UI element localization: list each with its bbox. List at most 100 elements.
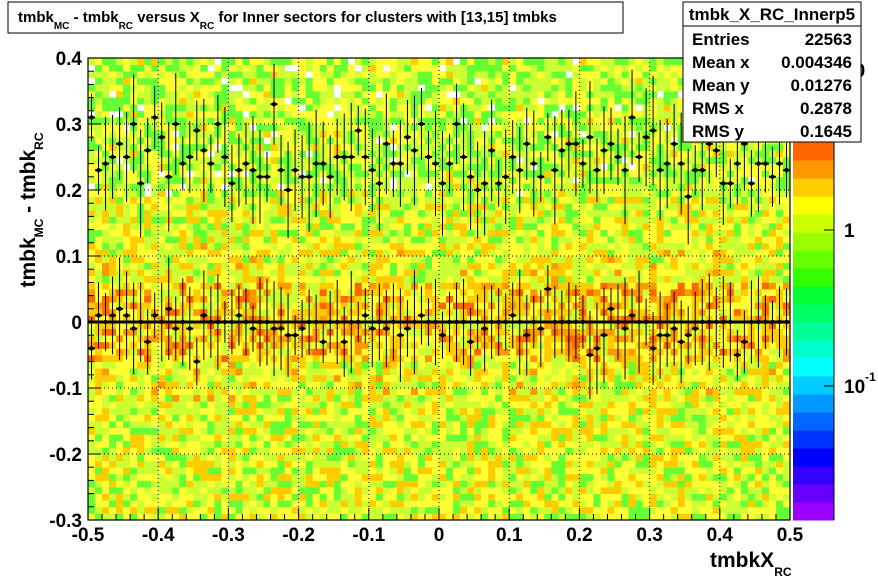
heat-cell (270, 493, 278, 501)
heat-cell (130, 454, 138, 461)
heat-cell (551, 355, 559, 362)
heat-cell (305, 388, 314, 395)
heat-cell (298, 394, 307, 402)
heat-cell (109, 361, 117, 369)
heat-cell (537, 262, 545, 270)
heat-cell (249, 506, 257, 514)
heat-cell (242, 229, 250, 237)
heat-cell (656, 513, 665, 520)
heat-cell (410, 506, 419, 514)
heat-cell (172, 374, 180, 382)
heat-cell (705, 421, 714, 428)
heat-cell (551, 242, 559, 250)
heat-cell (488, 467, 496, 475)
heat-cell (446, 361, 454, 369)
heat-cell (410, 473, 419, 481)
heat-cell (354, 203, 363, 211)
heat-cell (186, 216, 194, 224)
heat-cell (312, 216, 321, 224)
heat-cell (600, 229, 608, 237)
heat-cell (333, 500, 342, 508)
heat-cell (88, 249, 96, 257)
heat-cell (600, 262, 608, 270)
heat-cell (691, 236, 700, 244)
heat-cell (628, 203, 636, 211)
heat-cell (593, 401, 601, 409)
heat-cell (698, 480, 707, 488)
heat-cell (558, 388, 566, 395)
heat-cell (481, 394, 489, 402)
heat-cell (775, 506, 784, 514)
heat-cell (207, 434, 215, 442)
heat-cell (628, 229, 636, 237)
heat-cell (530, 421, 538, 428)
heat-cell (726, 229, 735, 237)
heat-cell (642, 487, 650, 494)
heat-cell (403, 242, 412, 250)
heat-cell (284, 467, 292, 475)
heat-cell (291, 493, 299, 501)
heat-cell (775, 401, 784, 409)
heat-cell (284, 289, 292, 296)
heat-cell (460, 447, 468, 455)
heat-cell (263, 249, 271, 257)
heat-cell (593, 289, 601, 296)
heat-cell (719, 473, 728, 481)
heat-cell (726, 223, 735, 230)
heat-cell (621, 513, 629, 520)
heat-cell (95, 388, 103, 395)
heat-cell (621, 447, 629, 455)
heat-cell (172, 249, 180, 257)
heat-cell (488, 388, 496, 395)
heat-cell (249, 275, 257, 283)
heat-cell (424, 282, 433, 290)
heat-cell (642, 361, 650, 369)
heat-cell (144, 295, 152, 303)
heat-cell (277, 216, 285, 224)
heat-cell (88, 242, 96, 250)
heat-cell (340, 374, 349, 382)
heat-cell (347, 493, 356, 501)
heat-cell (663, 381, 672, 389)
heat-cell (102, 262, 110, 270)
heat-cell (663, 249, 672, 257)
heat-cell (214, 440, 222, 448)
heat-cell (747, 242, 756, 250)
heat-cell (607, 216, 615, 224)
heat-cell (467, 236, 475, 244)
heat-cell (649, 421, 658, 428)
heat-cell (221, 473, 229, 481)
heat-cell (537, 487, 545, 494)
heat-cell (242, 269, 250, 277)
heat-cell (747, 440, 756, 448)
heat-cell (319, 256, 328, 263)
heat-cell (754, 236, 763, 244)
heat-cell (586, 256, 594, 263)
heat-cell (340, 414, 349, 422)
heat-cell (431, 427, 440, 435)
heat-cell (95, 493, 103, 501)
heat-cell (747, 480, 756, 488)
heat-cell (467, 487, 475, 494)
heat-cell (284, 414, 292, 422)
heat-cell (446, 269, 454, 277)
heat-cell (754, 460, 763, 468)
heat-cell (460, 427, 468, 435)
heat-cell (530, 447, 538, 455)
heat-cell (130, 467, 138, 475)
title-part-2: - tmbk (69, 9, 119, 26)
heat-cell (137, 493, 145, 501)
heat-cell (502, 500, 510, 508)
heat-cell (291, 308, 299, 316)
heat-cell (130, 249, 138, 257)
heat-cell (410, 401, 419, 409)
heat-cell (642, 401, 650, 409)
heat-cell (698, 256, 707, 263)
heat-cell (705, 236, 714, 244)
heat-cell (537, 434, 545, 442)
heat-cell (298, 487, 307, 494)
heat-cell (333, 216, 342, 224)
heat-cell (614, 209, 622, 217)
heat-cell (754, 262, 763, 270)
heat-cell (663, 440, 672, 448)
